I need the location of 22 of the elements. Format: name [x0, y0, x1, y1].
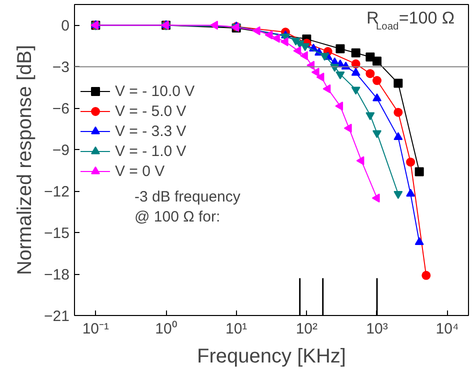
legend-label: V = - 1.0 V — [115, 142, 186, 160]
y-tick-label: 0 — [61, 18, 70, 35]
y-tick-label: −6 — [52, 100, 70, 118]
y-axis-title: Normalized response [dB] — [14, 44, 36, 276]
y-tick-label: −9 — [52, 142, 70, 160]
y-tick-label: −21 — [44, 308, 70, 325]
legend-label: V = - 10.0 V — [115, 82, 195, 100]
x-tick-label: 10⁻¹ — [82, 320, 110, 338]
y-tick-label: −3 — [52, 59, 70, 76]
legend-label: V = 0 V — [115, 162, 165, 180]
x-tick-label: 10² — [296, 320, 318, 338]
legend-label: V = - 5.0 V — [115, 102, 186, 120]
x-tick-label: 10¹ — [225, 320, 248, 338]
x-axis-title: Frequency [KHz] — [197, 346, 346, 368]
y-tick-label: −18 — [44, 266, 70, 284]
annotation: -3 dB frequency @ 100 Ω for: — [134, 188, 241, 226]
x-tick-label: 10⁴ — [436, 320, 459, 338]
y-tick-label: −12 — [44, 184, 70, 201]
legend-label: V = - 3.3 V — [115, 122, 186, 140]
y-tick-label: −15 — [44, 225, 70, 242]
x-tick-label: 10⁰ — [155, 320, 177, 338]
x-tick-label: 10³ — [366, 320, 388, 338]
